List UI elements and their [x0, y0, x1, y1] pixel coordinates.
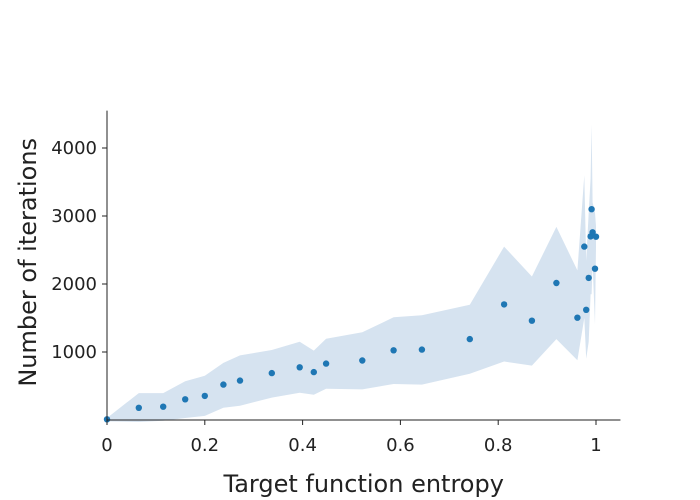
x-axis-ticks: 0 0.2 0.4 0.6 0.8 1 [101, 420, 602, 456]
data-point-6 [236, 377, 244, 384]
data-point-9 [310, 368, 317, 376]
data-point-24 [589, 229, 596, 236]
x-axis-title: Target function entropy [223, 470, 504, 498]
data-point-1 [135, 404, 142, 411]
y-axis-ticks: 1000 2000 3000 4000 [51, 138, 107, 363]
data-point-19 [581, 243, 588, 250]
data-point-25 [591, 265, 599, 272]
data-point-17 [553, 279, 560, 287]
data-point-26 [592, 233, 600, 240]
y-tick-label-0: 1000 [51, 342, 97, 363]
x-tick-label-5: 1 [590, 435, 601, 456]
data-point-18 [574, 314, 581, 321]
data-point-7 [268, 369, 275, 377]
uncertainty-band [107, 124, 596, 422]
data-points [103, 206, 600, 423]
y-axis-title: Number of iterations [14, 138, 42, 387]
y-tick-label-3: 4000 [51, 138, 97, 159]
data-point-3 [182, 396, 189, 403]
data-point-16 [528, 317, 536, 324]
data-point-12 [390, 347, 397, 354]
data-point-23 [588, 206, 595, 213]
data-point-21 [585, 274, 592, 282]
data-point-14 [466, 335, 473, 343]
data-point-13 [418, 346, 426, 353]
axes: 0 0.2 0.4 0.6 0.8 1 1000 2000 3000 4000 [51, 110, 621, 456]
x-tick-label-3: 0.6 [386, 435, 415, 456]
x-tick-label-0: 0 [101, 435, 112, 456]
plot-area [103, 124, 600, 423]
x-tick-label-2: 0.4 [288, 435, 317, 456]
data-point-20 [583, 306, 590, 313]
x-tick-label-1: 0.2 [190, 435, 219, 456]
data-point-10 [322, 360, 330, 367]
data-point-2 [160, 403, 167, 410]
data-point-4 [201, 392, 208, 400]
data-point-15 [500, 301, 508, 308]
data-point-8 [296, 364, 303, 371]
y-tick-label-1: 2000 [51, 274, 97, 295]
y-tick-label-2: 3000 [51, 206, 97, 227]
data-point-11 [359, 357, 366, 364]
x-tick-label-4: 0.8 [484, 435, 513, 456]
data-point-5 [220, 381, 227, 388]
